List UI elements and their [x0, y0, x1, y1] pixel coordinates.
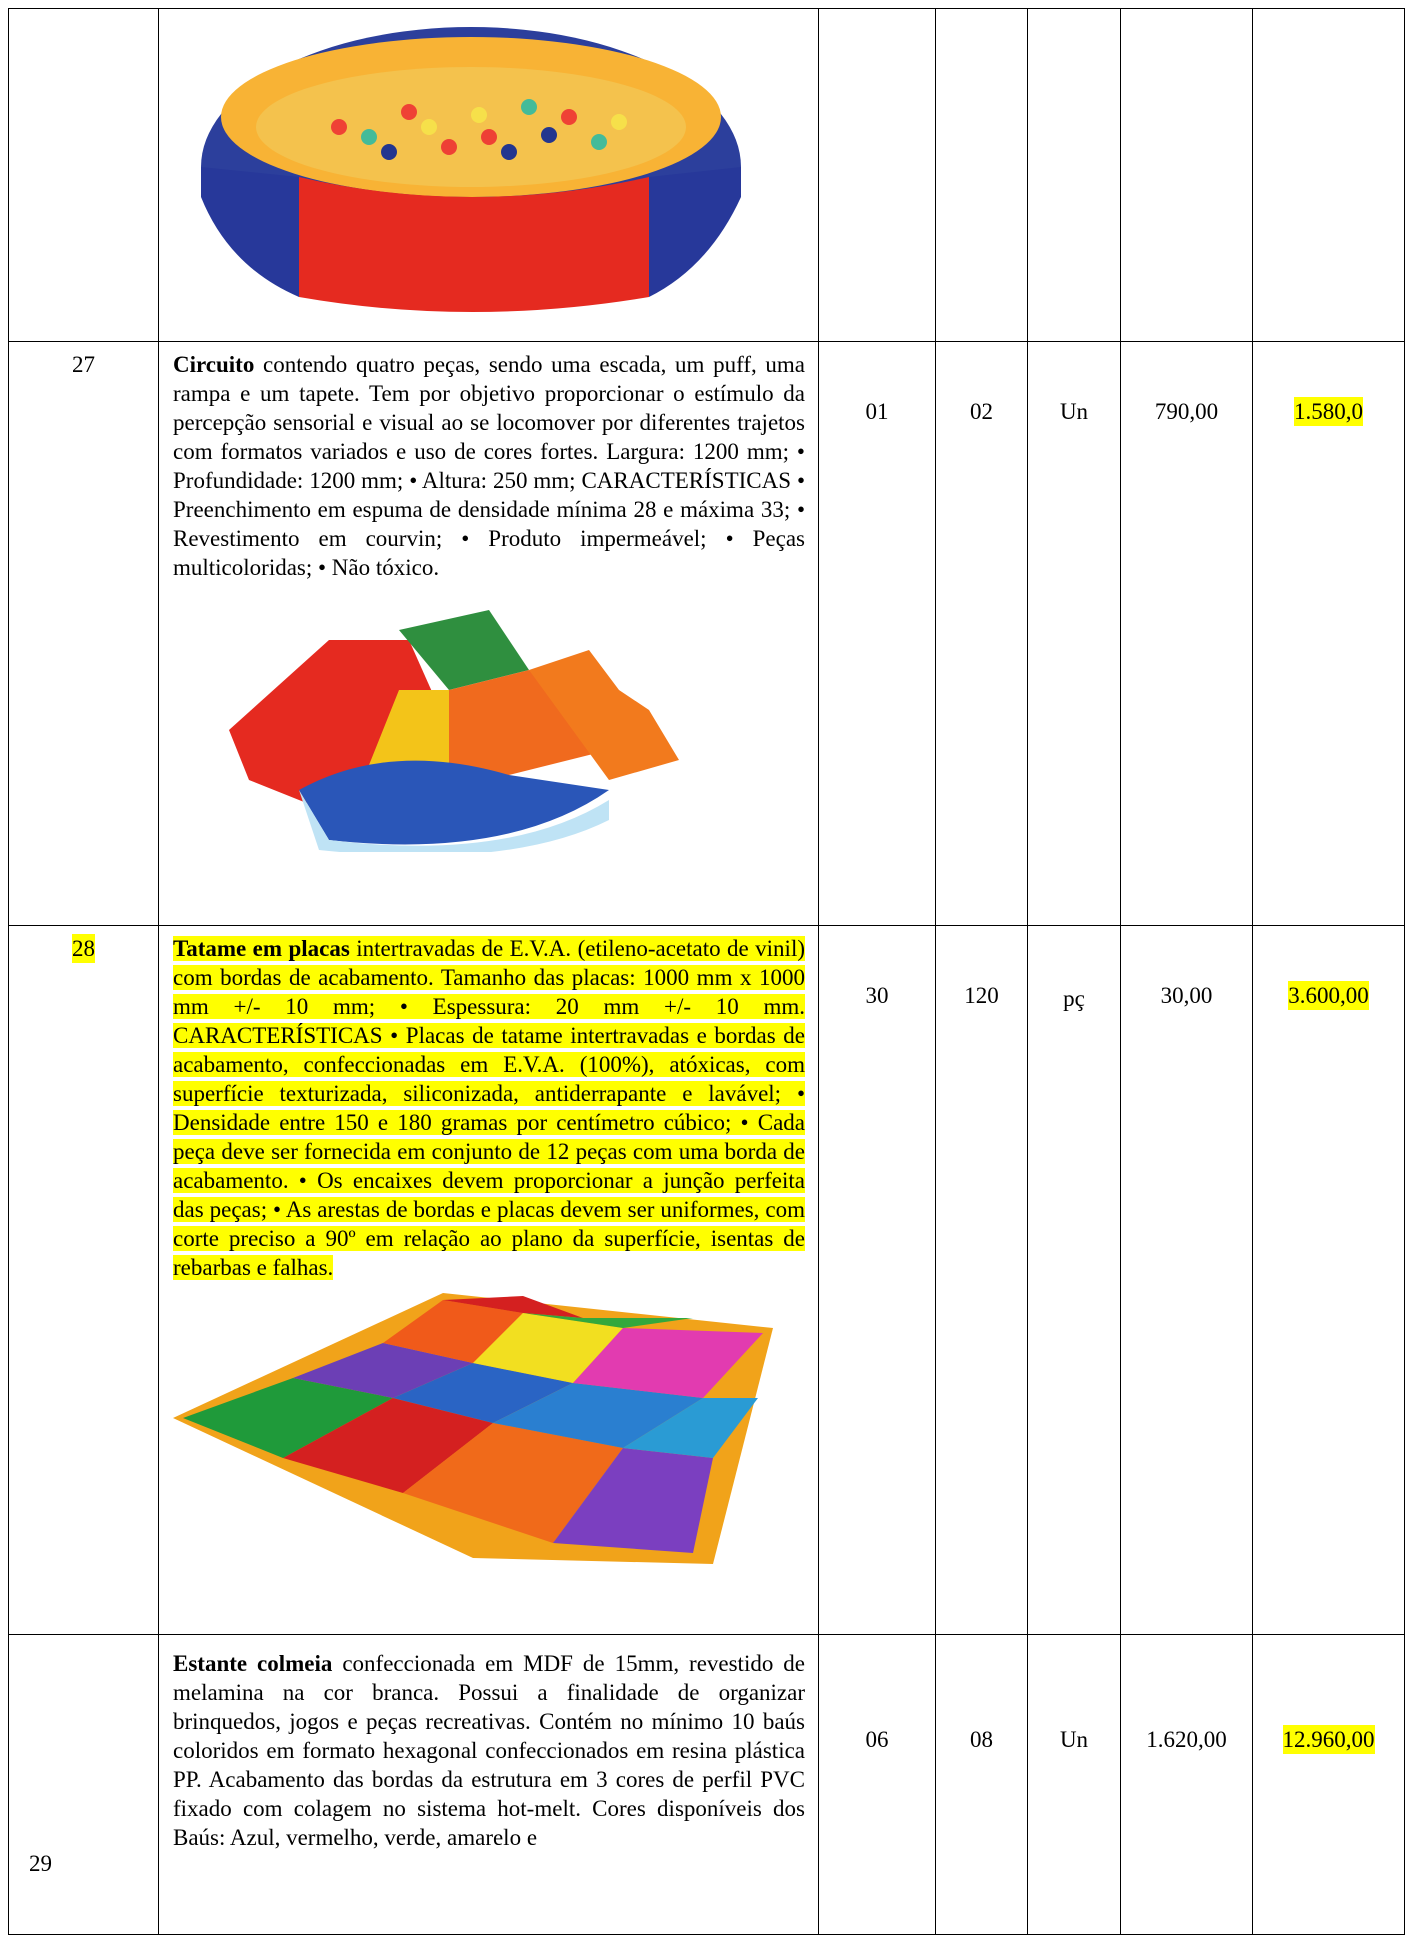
table-row: 28 Tatame em placas intertravadas de E.V…: [8, 925, 1405, 1635]
item-number: 29: [29, 1851, 52, 1876]
item-description: contendo quatro peças, sendo uma escada,…: [173, 352, 805, 580]
item-description: confeccionada em MDF de 15mm, revestido …: [173, 1651, 805, 1850]
quantity-a: 06: [865, 1727, 889, 1752]
unit: Un: [1059, 1727, 1089, 1752]
unit: pç: [1063, 986, 1085, 1011]
table-row: 29 Estante colmeia confeccionada em MDF …: [8, 1634, 1405, 1935]
quantity-b: 120: [964, 983, 999, 1008]
item-title: Circuito: [173, 352, 255, 377]
item-number: 28: [72, 934, 95, 963]
unit-price: 790,00: [1154, 399, 1219, 424]
table-row: [8, 8, 1405, 342]
item-number: 27: [72, 352, 95, 377]
quantity-b: 02: [970, 399, 993, 424]
total: 1.580,0: [1294, 397, 1363, 426]
quantity-b: 08: [970, 1727, 993, 1752]
total: 3.600,00: [1288, 981, 1369, 1010]
unit-price: 1.620,00: [1146, 1727, 1227, 1752]
unit-price: 30,00: [1160, 983, 1213, 1008]
item-description: intertravadas de E.V.A. (etileno-acetato…: [173, 936, 805, 1280]
tatame-image: [173, 1293, 773, 1564]
circuit-image: [229, 610, 679, 852]
item-title: Tatame em placas: [173, 936, 350, 961]
page: 27 Circuito contendo quatro peças, sendo…: [8, 8, 1405, 1935]
items-table: 27 Circuito contendo quatro peças, sendo…: [8, 8, 1405, 1935]
quantity-a: 30: [865, 983, 889, 1008]
unit: Un: [1059, 399, 1089, 424]
item-title: Estante colmeia: [173, 1651, 333, 1676]
total: 12.960,00: [1282, 1725, 1375, 1754]
quantity-a: 01: [865, 399, 889, 424]
table-row: 27 Circuito contendo quatro peças, sendo…: [8, 341, 1405, 926]
ball-pit-image: [201, 27, 741, 312]
